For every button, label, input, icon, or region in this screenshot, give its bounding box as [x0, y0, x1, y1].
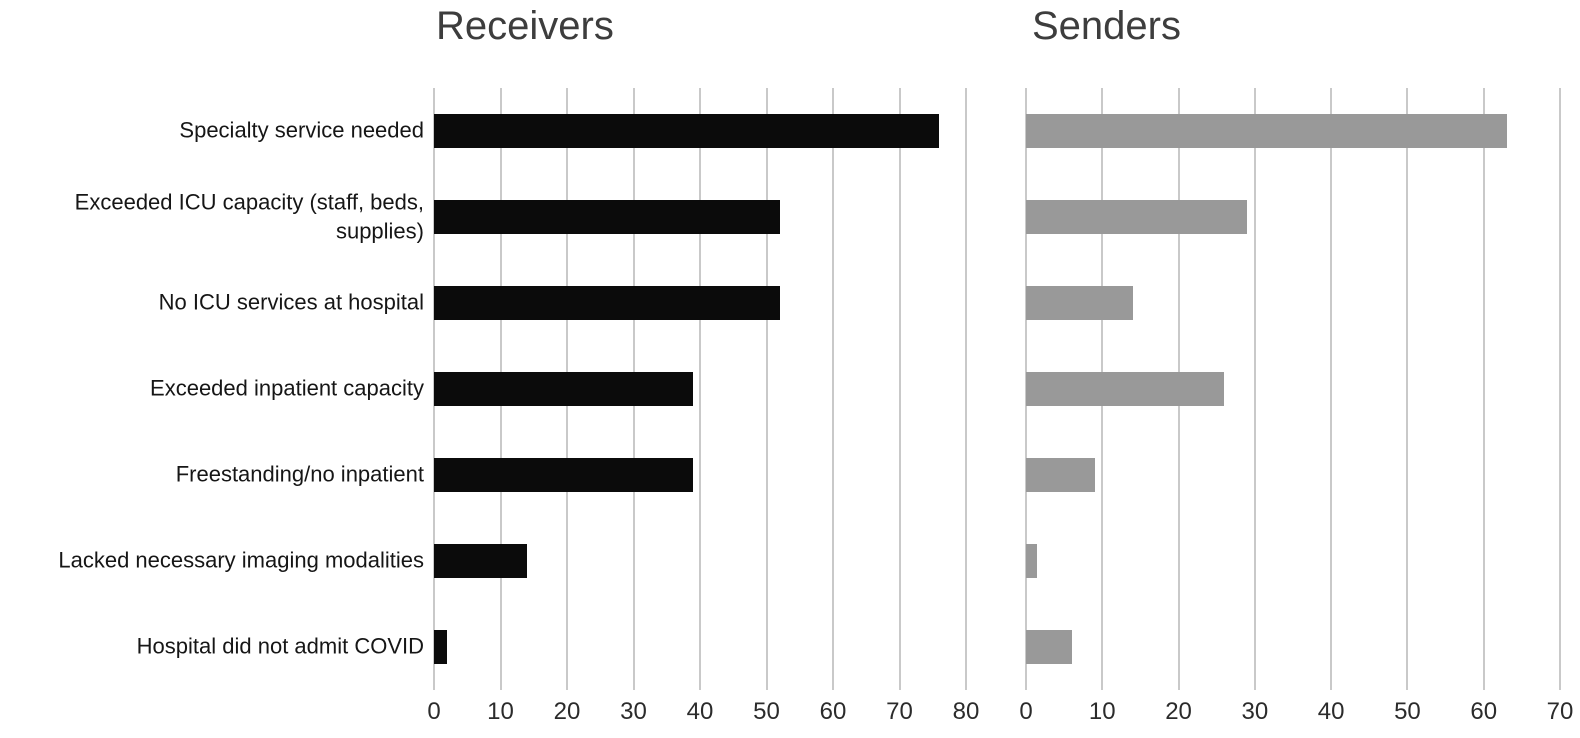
gridline	[765, 88, 768, 690]
category-label: Exceeded inpatient capacity	[150, 375, 424, 401]
x-axis-tick-label: 20	[1165, 698, 1192, 725]
receivers-panel-title: Receivers	[436, 4, 614, 48]
bar-senders-6	[1026, 630, 1072, 664]
x-axis-tick-label: 30	[1241, 698, 1269, 725]
bar-senders-5	[1026, 544, 1038, 578]
category-label: No ICU services at hospital	[158, 289, 424, 315]
x-axis-tick-label: 20	[553, 698, 581, 725]
bar-receivers-1	[434, 200, 780, 234]
bar-receivers-3	[434, 372, 694, 406]
category-label: Hospital did not admit COVID	[136, 633, 424, 659]
x-axis-tick-label: 70	[1546, 698, 1574, 725]
gridline	[1330, 88, 1333, 690]
bar-receivers-5	[434, 544, 528, 578]
bar-senders-4	[1026, 458, 1095, 492]
x-axis-tick-label: 60	[1470, 698, 1498, 725]
bar-senders-2	[1026, 286, 1133, 320]
gridline	[1482, 88, 1485, 690]
gridline	[965, 88, 967, 690]
bar-receivers-6	[434, 630, 448, 664]
bar-senders-0	[1026, 114, 1507, 148]
x-axis-tick-label: 0	[1019, 698, 1033, 725]
category-label: Specialty service needed	[179, 117, 424, 143]
x-axis-tick-label: 60	[819, 698, 847, 725]
gridline	[898, 88, 901, 690]
x-axis-tick-label: 40	[1317, 698, 1345, 725]
x-axis-tick-label: 50	[753, 698, 780, 725]
category-label: Freestanding/no inpatient	[175, 461, 424, 487]
x-axis-tick-label: 0	[427, 698, 441, 725]
category-label: Lacked necessary imaging modalities	[58, 547, 424, 573]
gridline	[1559, 88, 1561, 690]
gridline	[699, 88, 701, 690]
x-axis-tick-label: 80	[952, 698, 980, 725]
x-axis-tick-label: 50	[1394, 698, 1421, 725]
bar-senders-3	[1026, 372, 1225, 406]
bar-senders-1	[1026, 200, 1248, 234]
x-axis-tick-label: 10	[1088, 698, 1116, 725]
gridline	[1253, 88, 1256, 690]
senders-panel-title: Senders	[1032, 4, 1181, 48]
bar-receivers-2	[434, 286, 780, 320]
category-label: Exceeded ICU capacity (staff, beds, supp…	[74, 189, 424, 243]
x-axis-tick-label: 10	[487, 698, 514, 725]
bar-receivers-0	[434, 114, 940, 148]
x-axis-tick-label: 70	[886, 698, 913, 725]
bar-receivers-4	[434, 458, 694, 492]
x-axis-tick-label: 30	[620, 698, 647, 725]
gridline	[832, 88, 834, 690]
gridline	[1406, 88, 1409, 690]
x-axis-tick-label: 40	[686, 698, 714, 725]
